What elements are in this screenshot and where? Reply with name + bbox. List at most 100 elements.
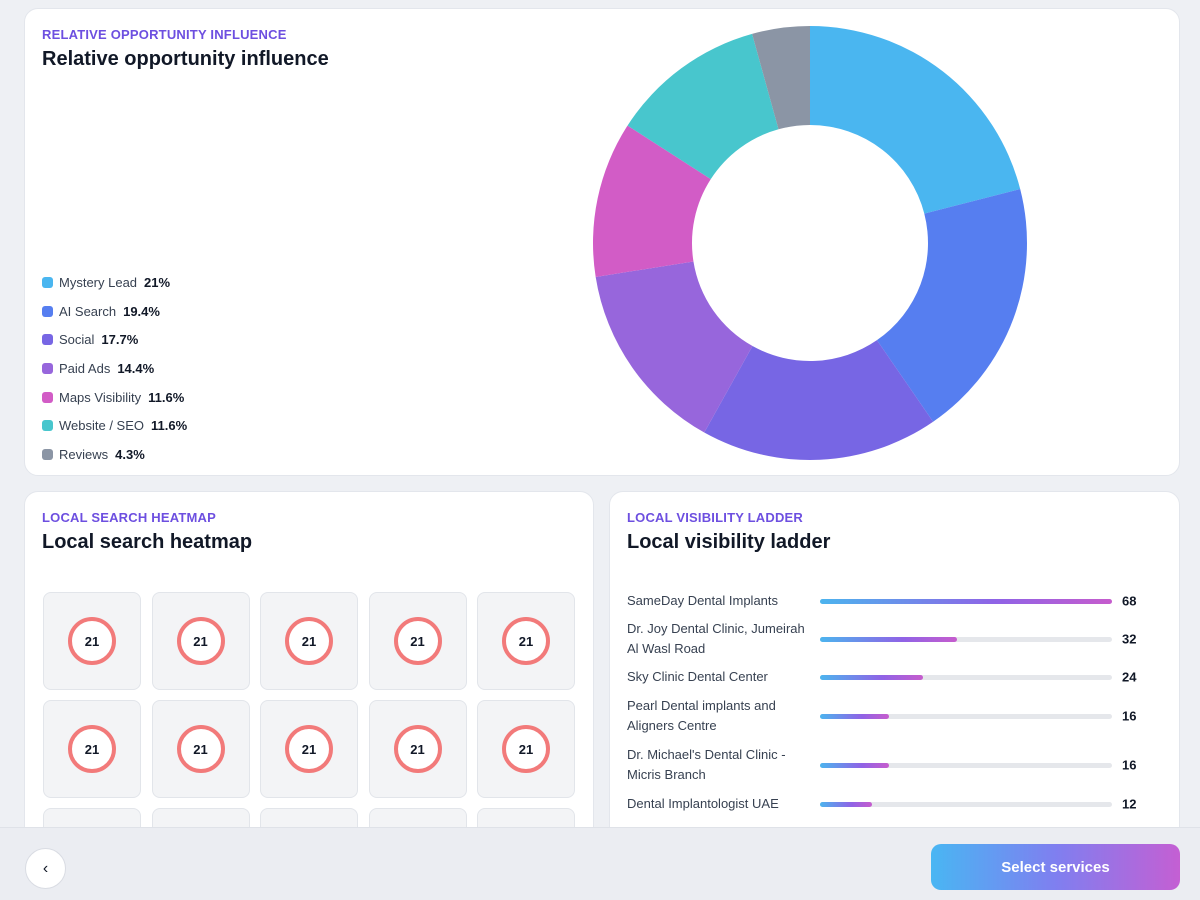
ladder-score: 16 — [1122, 708, 1137, 724]
rank-badge: 21 — [393, 617, 442, 665]
donut-slice-social — [704, 340, 934, 460]
ladder-score: 24 — [1122, 669, 1137, 685]
influence-eyebrow: RELATIVE OPPORTUNITY INFLUENCE — [42, 27, 287, 42]
legend-label: Maps Visibility — [59, 389, 142, 405]
legend-swatch — [42, 276, 53, 288]
legend-value: 14.4% — [117, 360, 155, 376]
rank-badge: 21 — [176, 617, 225, 665]
ladder-title: Local visibility ladder — [627, 531, 831, 553]
ladder-business-name: Dr. Joy Dental Clinic, Jumeirah Al Wasl … — [627, 621, 805, 656]
legend-item: Paid Ads 14.4% — [42, 354, 187, 383]
influence-title: Relative opportunity influence — [42, 48, 329, 70]
ladder-business-name: Pearl Dental implants and Aligners Centr… — [627, 698, 776, 733]
footer-bar: ‹ Select services — [0, 827, 1200, 900]
legend-item: AI Search 19.4% — [42, 297, 187, 326]
ladder-bar-fill — [820, 762, 889, 768]
ladder-bar-fill — [820, 674, 924, 680]
ladder-bar-track — [820, 598, 1112, 604]
heatmap-title: Local search heatmap — [42, 531, 253, 553]
legend-swatch — [42, 362, 53, 374]
ladder-score: 16 — [1122, 757, 1137, 773]
influence-card: RELATIVE OPPORTUNITY INFLUENCE Relative … — [24, 8, 1180, 476]
select-services-button[interactable]: Select services — [931, 844, 1180, 890]
back-button[interactable]: ‹ — [25, 848, 66, 889]
heatmap-header: LOCAL SEARCH HEATMAP Local search heatma… — [42, 510, 252, 554]
ladder-bar-track — [820, 674, 1112, 680]
ladder-bar-fill — [820, 598, 1112, 604]
ladder-bar-fill — [820, 801, 872, 807]
legend-swatch — [42, 305, 53, 317]
heatmap-cell[interactable]: 21 — [43, 700, 141, 798]
ladder-score: 12 — [1122, 796, 1137, 812]
legend-item: Website / SEO 11.6% — [42, 411, 187, 440]
ladder-bar-fill — [820, 713, 889, 719]
legend-swatch — [42, 420, 53, 432]
heatmap-cell[interactable]: 21 — [43, 592, 141, 690]
legend-value: 4.3% — [115, 446, 145, 462]
legend-value: 17.7% — [101, 332, 139, 348]
ladder-bar-track — [820, 801, 1112, 807]
heatmap-cell[interactable]: 21 — [260, 700, 358, 798]
ladder-row: Dental Implantologist UAE 12 — [627, 784, 1149, 824]
ladder-row: Pearl Dental implants and Aligners Centr… — [627, 696, 1149, 736]
heatmap-cell[interactable]: 21 — [151, 592, 250, 690]
ladder-score: 32 — [1122, 631, 1137, 647]
heatmap-cell[interactable]: 21 — [260, 592, 358, 690]
rank-badge: 21 — [393, 725, 442, 773]
legend-label: Social — [59, 332, 95, 348]
heatmap-cell[interactable]: 21 — [151, 700, 250, 798]
ladder-bar-track — [820, 762, 1112, 768]
ladder-business-name: Dental Implantologist UAE — [627, 796, 779, 811]
legend-swatch — [42, 448, 53, 460]
legend-item: Mystery Lead 21% — [42, 268, 187, 297]
legend-label: Website / SEO — [59, 418, 145, 434]
ladder-card: LOCAL VISIBILITY LADDER Local visibility… — [609, 491, 1180, 851]
donut-slice-paid-ads — [595, 261, 753, 433]
ladder-row: Dr. Joy Dental Clinic, Jumeirah Al Wasl … — [627, 619, 1149, 659]
donut-slice-maps-visibility — [593, 125, 711, 277]
donut-slice-website-seo — [627, 33, 779, 180]
ladder-eyebrow: LOCAL VISIBILITY LADDER — [627, 510, 804, 525]
legend-label: Paid Ads — [59, 360, 111, 376]
ladder-business-name: Sky Clinic Dental Center — [627, 669, 768, 684]
rank-badge: 21 — [285, 617, 333, 665]
rank-badge: 21 — [68, 725, 116, 773]
donut-slice-reviews — [752, 26, 810, 130]
legend-value: 11.6% — [148, 389, 185, 405]
ladder-bar-fill — [820, 636, 958, 642]
ladder-business-name: Dr. Michael's Dental Clinic - Micris Bra… — [627, 747, 786, 782]
influence-donut-chart — [593, 26, 1027, 460]
legend-item: Reviews 4.3% — [42, 440, 187, 469]
rank-badge: 21 — [502, 725, 550, 773]
heatmap-card: LOCAL SEARCH HEATMAP Local search heatma… — [24, 491, 594, 851]
ladder-row: SameDay Dental Implants 68 — [627, 581, 1149, 621]
ladder-header: LOCAL VISIBILITY LADDER Local visibility… — [627, 510, 830, 554]
ladder-score: 68 — [1122, 593, 1137, 609]
influence-header: RELATIVE OPPORTUNITY INFLUENCE Relative … — [42, 27, 329, 71]
ladder-business-name: SameDay Dental Implants — [627, 593, 779, 608]
ladder-bar-track — [820, 636, 1112, 642]
legend-item: Maps Visibility 11.6% — [42, 383, 187, 412]
ladder-bar-track — [820, 713, 1112, 719]
heatmap-cell[interactable]: 21 — [477, 700, 575, 798]
rank-badge: 21 — [502, 617, 550, 665]
influence-legend: Mystery Lead 21% AI Search 19.4% Social 17.7%… — [42, 268, 187, 469]
heatmap-cell[interactable]: 21 — [368, 592, 467, 690]
donut-slice-ai-search — [876, 189, 1027, 422]
legend-label: Reviews — [59, 446, 109, 462]
legend-swatch — [42, 391, 53, 403]
legend-swatch — [42, 334, 53, 346]
heatmap-grid: 21 21 21 21 21 21 21 21 21 21 — [43, 592, 575, 850]
ladder-row: Dr. Michael's Dental Clinic - Micris Bra… — [627, 745, 1149, 785]
legend-label: AI Search — [59, 303, 117, 319]
legend-value: 11.6% — [151, 418, 188, 434]
rank-badge: 21 — [285, 725, 333, 773]
rank-badge: 21 — [68, 617, 116, 665]
ladder-row: Sky Clinic Dental Center 24 — [627, 657, 1149, 697]
legend-value: 21% — [144, 274, 171, 290]
heatmap-cell[interactable]: 21 — [368, 700, 467, 798]
heatmap-cell[interactable]: 21 — [477, 592, 575, 690]
legend-item: Social 17.7% — [42, 325, 187, 354]
legend-value: 19.4% — [123, 303, 160, 319]
rank-badge: 21 — [176, 725, 225, 773]
